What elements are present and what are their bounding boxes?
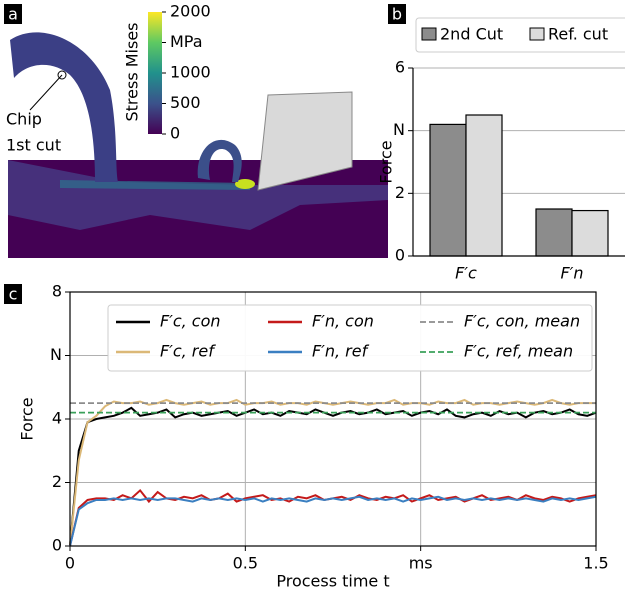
colorbar-tick-label: 2000 bbox=[170, 2, 211, 21]
chip-2 bbox=[197, 139, 242, 182]
legend-swatch bbox=[529, 27, 545, 41]
line-series bbox=[69, 398, 596, 547]
chip bbox=[10, 32, 118, 182]
shear-zone bbox=[60, 180, 250, 190]
legend-swatch bbox=[421, 27, 437, 41]
y-tick-label: 0 bbox=[395, 246, 405, 265]
colorbar-label: Stress Mises bbox=[123, 22, 142, 121]
colorbar bbox=[148, 12, 162, 134]
panel-label: a bbox=[8, 5, 18, 24]
bar bbox=[571, 209, 609, 257]
x-tick-label: 0 bbox=[65, 554, 75, 573]
colorbar-tick-label: 1000 bbox=[170, 63, 211, 82]
panel-label-bg bbox=[388, 4, 406, 24]
y-tick-label: 4 bbox=[52, 409, 62, 428]
line-series bbox=[69, 495, 597, 547]
colorbar-tick-label: 500 bbox=[170, 93, 201, 112]
legend-box bbox=[415, 17, 625, 53]
legend-label: Ref. cut bbox=[548, 25, 608, 44]
deformed-zone bbox=[8, 160, 388, 230]
legend-label: F′c, ref bbox=[160, 342, 216, 361]
bar bbox=[429, 123, 467, 257]
x-tick-label: 0.5 bbox=[233, 554, 258, 573]
panel-label: c bbox=[9, 285, 18, 304]
cut-label: 1st cut bbox=[6, 136, 61, 155]
legend-label: F′n, con bbox=[312, 312, 374, 331]
legend-label: F′c, ref, mean bbox=[464, 342, 573, 361]
y-tick-label: 2 bbox=[52, 472, 62, 491]
plot-frame bbox=[69, 291, 597, 547]
y-tick-label: 0 bbox=[52, 536, 62, 555]
panel-a-text: a Chip 1st cut Stress Mises bbox=[4, 4, 142, 155]
legend-label: F′c, con, mean bbox=[464, 312, 580, 331]
x-tick-label: F′c bbox=[455, 264, 477, 283]
chip-label: Chip bbox=[6, 110, 42, 129]
bar bbox=[535, 208, 573, 257]
hot-spot bbox=[235, 179, 255, 189]
y-axis-label: Force bbox=[18, 397, 37, 440]
tool bbox=[257, 91, 353, 191]
y-tick-label: 8 bbox=[52, 282, 62, 301]
x-tick-label: 1.5 bbox=[583, 554, 608, 573]
bar bbox=[465, 114, 503, 257]
legend-label: F′c, con bbox=[160, 312, 221, 331]
panel-a-image bbox=[8, 12, 388, 258]
y-tick-label: N bbox=[50, 345, 62, 364]
x-tick-label: ms bbox=[409, 554, 433, 573]
panel-label-bg bbox=[4, 284, 22, 304]
colorbar-tick-label: MPa bbox=[170, 32, 203, 51]
panel-label-bg bbox=[4, 4, 22, 24]
y-tick-label: N bbox=[393, 120, 405, 139]
legend-box bbox=[107, 304, 593, 372]
legend-label: F′n, ref bbox=[312, 342, 370, 361]
x-axis-label: Process time t bbox=[276, 572, 389, 591]
y-tick-label: 6 bbox=[395, 58, 405, 77]
legend-label: 2nd Cut bbox=[440, 25, 503, 44]
y-axis-label: Force bbox=[377, 140, 396, 183]
y-tick-label: 2 bbox=[395, 183, 405, 202]
line-series bbox=[69, 406, 597, 547]
colorbar-tick-label: 0 bbox=[170, 124, 180, 143]
panel-label: b bbox=[392, 5, 402, 24]
x-tick-label: F′n bbox=[561, 264, 584, 283]
chip-pointer bbox=[29, 74, 63, 111]
